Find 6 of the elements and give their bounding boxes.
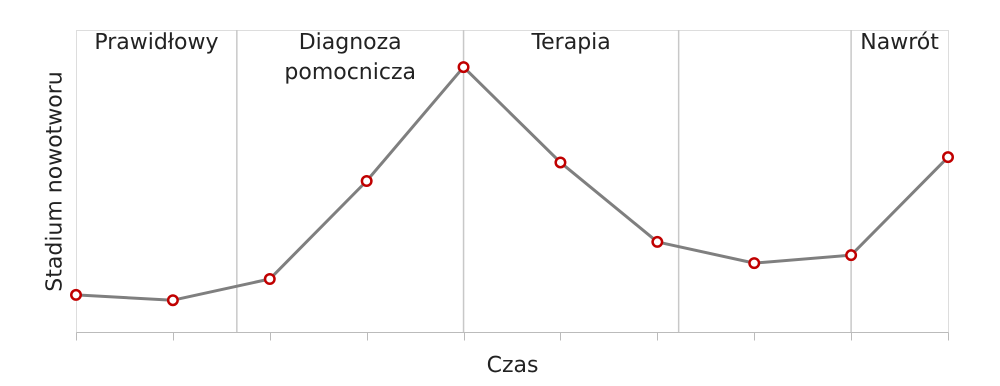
text: Nawrót [860,30,940,55]
y-axis-title: Stadium nowotworu [42,71,68,292]
annotation: Diagnoza pomocnicza [284,30,416,85]
text: Prawidłowy [94,30,219,55]
text: Terapia [530,30,611,55]
x-axis-title: Czas [486,353,538,378]
